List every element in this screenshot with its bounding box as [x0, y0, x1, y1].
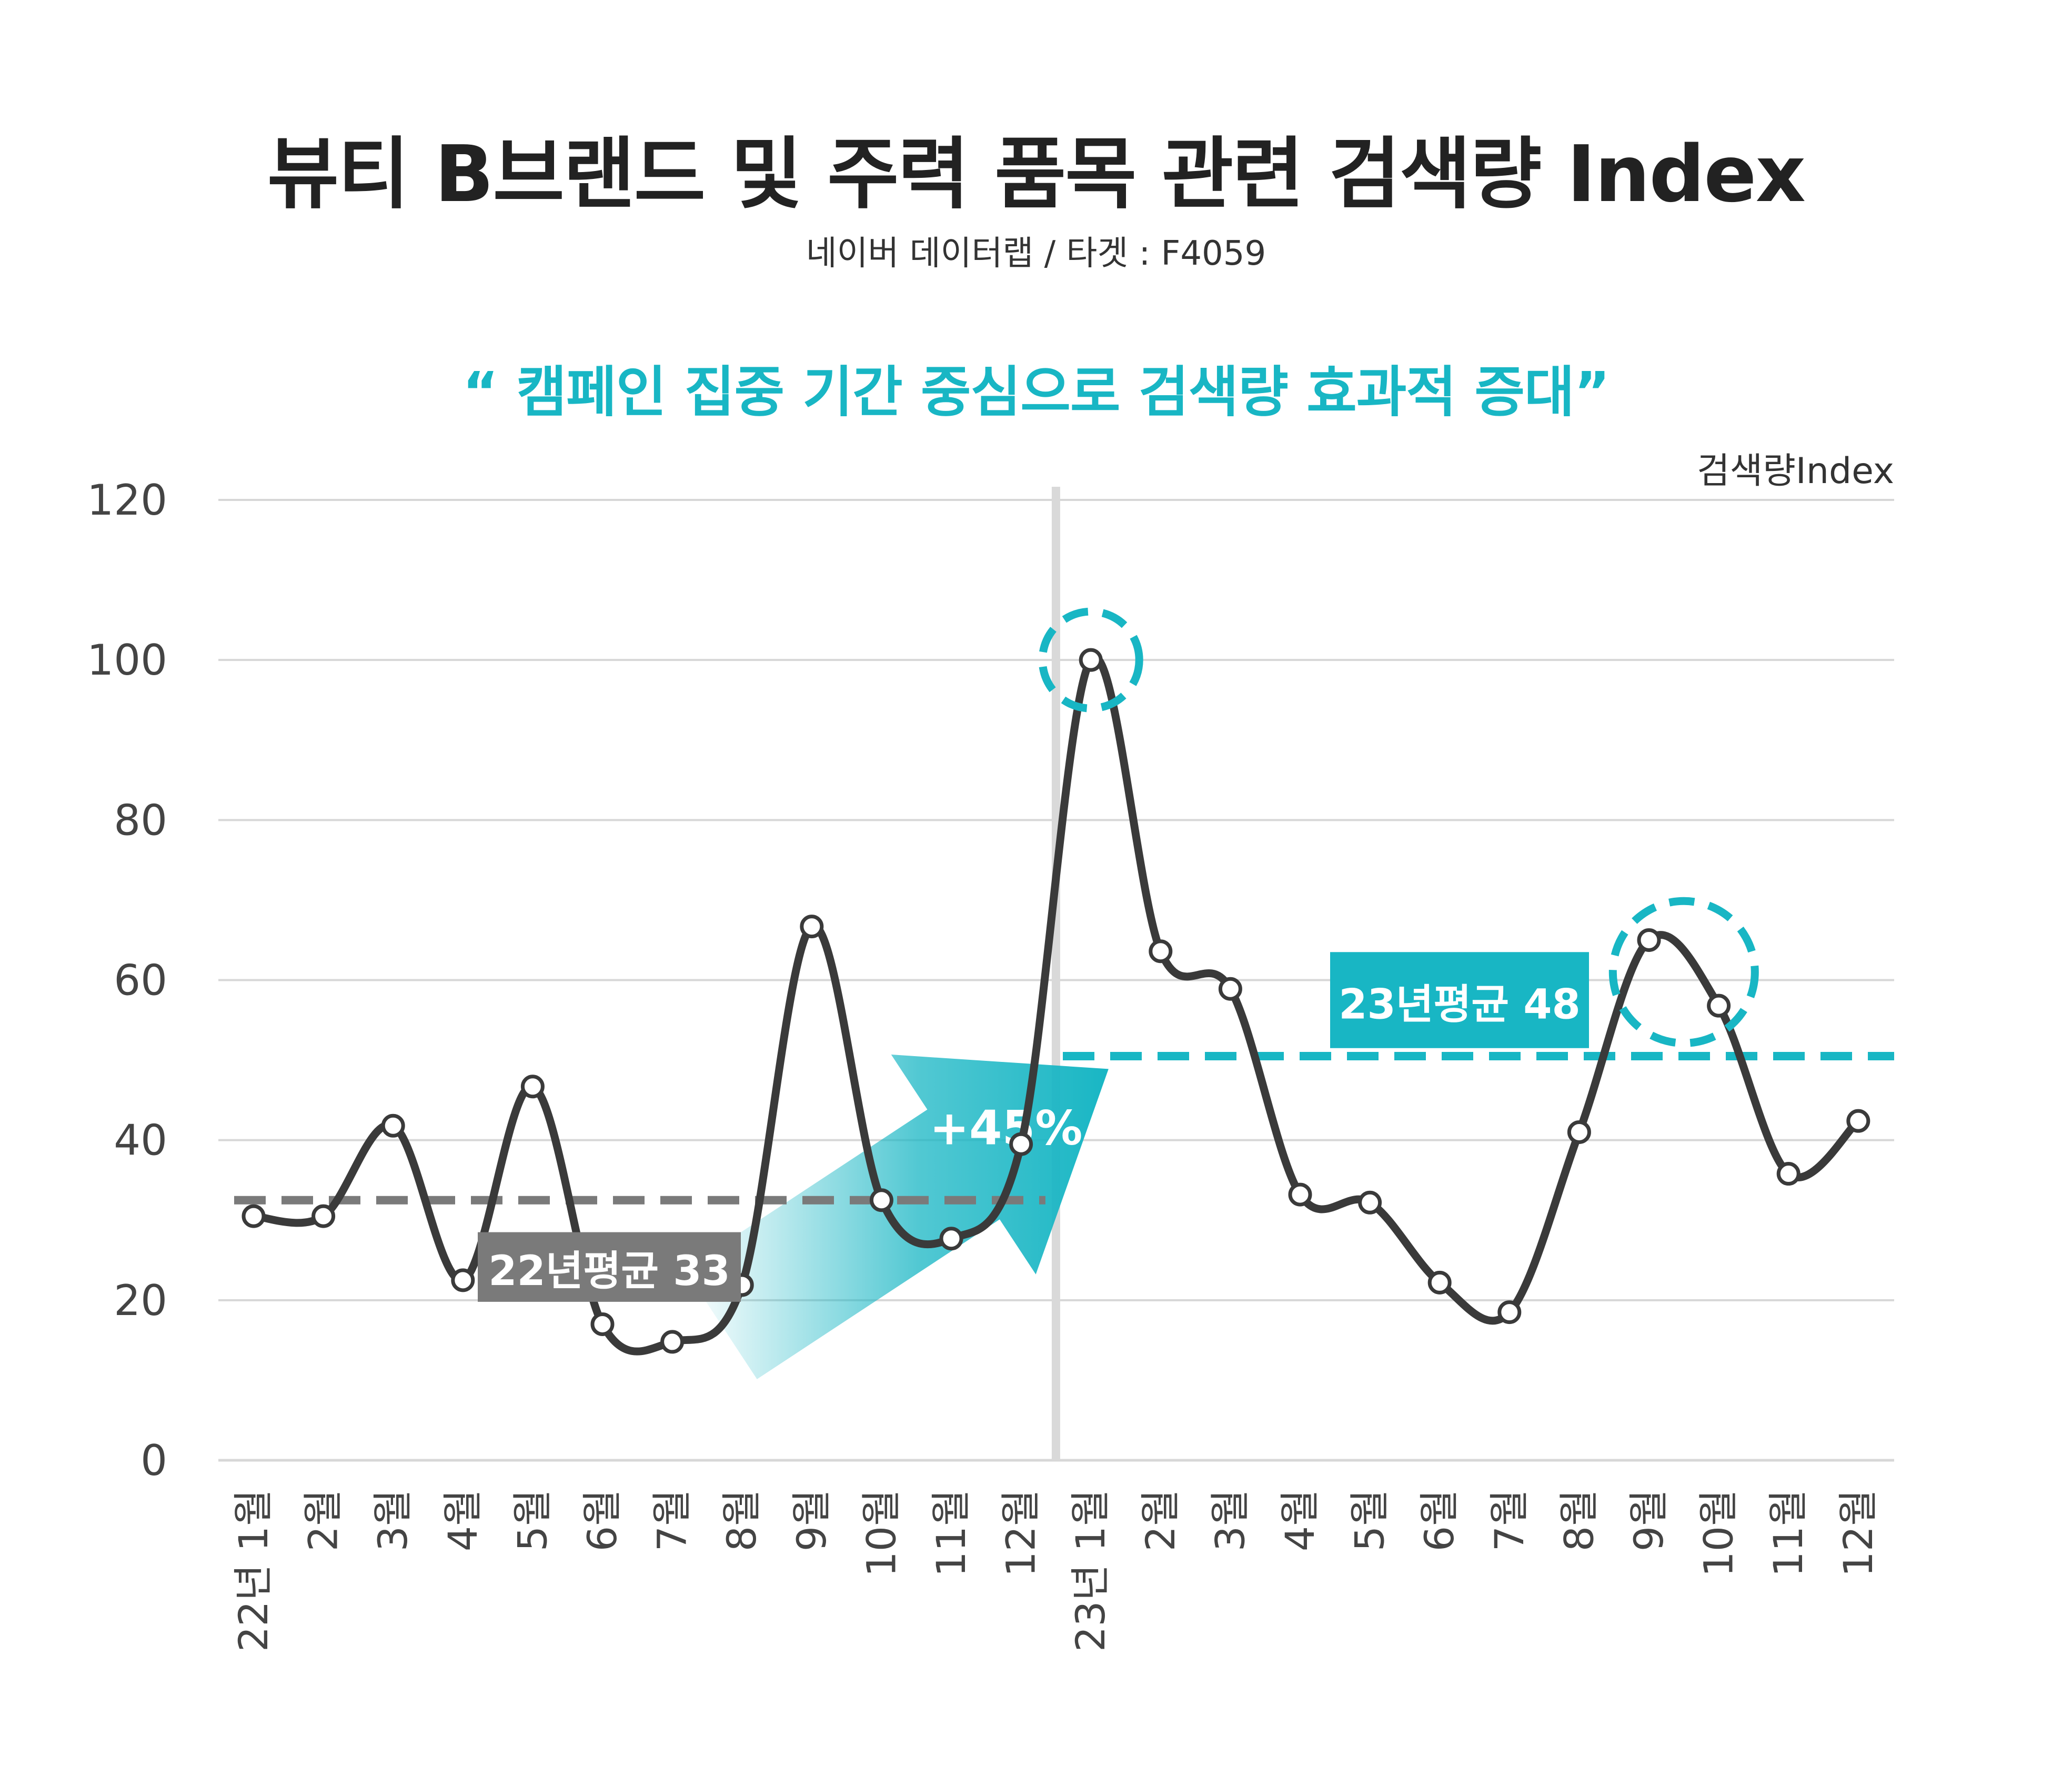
x-tick-label: 5월: [509, 1489, 556, 1551]
average-badges: 22년평균 33 23년평균 48: [478, 952, 1589, 1302]
x-tick-label: 10월: [858, 1489, 904, 1577]
y-tick-label: 60: [114, 956, 167, 1005]
y-tick-label: 100: [87, 636, 167, 685]
x-tick-label: 9월: [1625, 1489, 1672, 1551]
data-point: [1846, 1109, 1870, 1133]
y-tick-label: 120: [87, 476, 167, 525]
x-tick-label: 4월: [439, 1489, 486, 1551]
data-point: [800, 915, 824, 939]
x-tick-label: 11월: [928, 1489, 974, 1577]
data-points: [242, 648, 1870, 1354]
data-point: [869, 1188, 893, 1212]
avg-2023-badge: [1330, 952, 1589, 1048]
avg-2022-badge: [478, 1232, 741, 1302]
x-tick-label: 7월: [1486, 1489, 1533, 1551]
data-point: [1149, 939, 1173, 964]
data-point: [1427, 1270, 1452, 1295]
data-point: [1079, 648, 1103, 672]
x-tick-label: 23년 1월: [1067, 1489, 1114, 1652]
x-tick-label: 22년 1월: [230, 1489, 277, 1652]
data-point: [451, 1268, 475, 1292]
x-tick-label: 12월: [998, 1489, 1044, 1577]
data-point: [1218, 977, 1242, 1001]
x-tick-label: 6월: [579, 1489, 626, 1551]
x-tick-label: 4월: [1276, 1489, 1323, 1551]
y-tick-label: 0: [140, 1436, 167, 1485]
data-point: [520, 1075, 545, 1099]
y-tick-label: 20: [114, 1276, 167, 1325]
y-axis-unit-label: 검색량Index: [1697, 450, 1894, 492]
y-axis-ticks: 120 100 80 60 40 20 0: [87, 476, 167, 1485]
x-tick-label: 9월: [788, 1489, 835, 1551]
data-point: [590, 1312, 615, 1336]
growth-arrow: +45%: [685, 1055, 1109, 1379]
x-tick-label: 3월: [369, 1489, 416, 1551]
x-tick-label: 10월: [1695, 1489, 1742, 1577]
highlight-circle: [1608, 897, 1759, 1047]
x-tick-label: 8월: [718, 1489, 765, 1551]
highlight-circles: [1038, 607, 1759, 1047]
data-point: [1009, 1132, 1033, 1156]
growth-label: +45%: [930, 1100, 1083, 1156]
x-tick-label: 8월: [1555, 1489, 1602, 1551]
data-point: [939, 1227, 963, 1251]
x-tick-label: 2월: [300, 1489, 347, 1551]
data-point: [1497, 1300, 1522, 1325]
x-tick-label: 12월: [1835, 1489, 1882, 1577]
chart-headline: “ 캠페인 집중 기간 중심으로 검색량 효과적 증대”: [462, 360, 1610, 424]
x-tick-label: 6월: [1416, 1489, 1463, 1551]
x-tick-label: 2월: [1137, 1489, 1184, 1551]
data-point: [1288, 1182, 1312, 1207]
data-point: [311, 1204, 336, 1228]
data-point: [1567, 1120, 1591, 1144]
avg-2022-label: 22년평균 33: [488, 1248, 730, 1295]
x-tick-label: 7월: [649, 1489, 696, 1551]
data-point: [1358, 1190, 1382, 1215]
avg-2023-label: 23년평균 48: [1339, 981, 1581, 1029]
x-tick-label: 3월: [1206, 1489, 1253, 1551]
chart-title: 뷰티 B브랜드 및 주력 품목 관련 검색량 Index: [267, 129, 1806, 219]
highlight-circle: [1038, 607, 1143, 713]
chart-source: 네이버 데이터랩 / 타겟 : F4059: [806, 234, 1266, 273]
data-point: [381, 1113, 405, 1138]
data-point: [1637, 928, 1661, 952]
x-tick-label: 11월: [1765, 1489, 1812, 1577]
x-axis-ticks: 22년 1월 2월 3월 4월 5월 6월 7월 8월 9월 10월 11월 12월 23년 1월 2월 3…: [230, 1489, 1882, 1652]
data-point: [1776, 1162, 1801, 1186]
y-tick-label: 80: [114, 796, 167, 845]
x-tick-label: 5월: [1346, 1489, 1393, 1551]
data-point: [1707, 994, 1731, 1018]
y-tick-label: 40: [114, 1116, 167, 1165]
data-point: [242, 1204, 266, 1228]
data-point: [660, 1330, 685, 1354]
growth-arrow-shape: [685, 1055, 1109, 1379]
average-lines: [234, 1051, 1894, 1205]
